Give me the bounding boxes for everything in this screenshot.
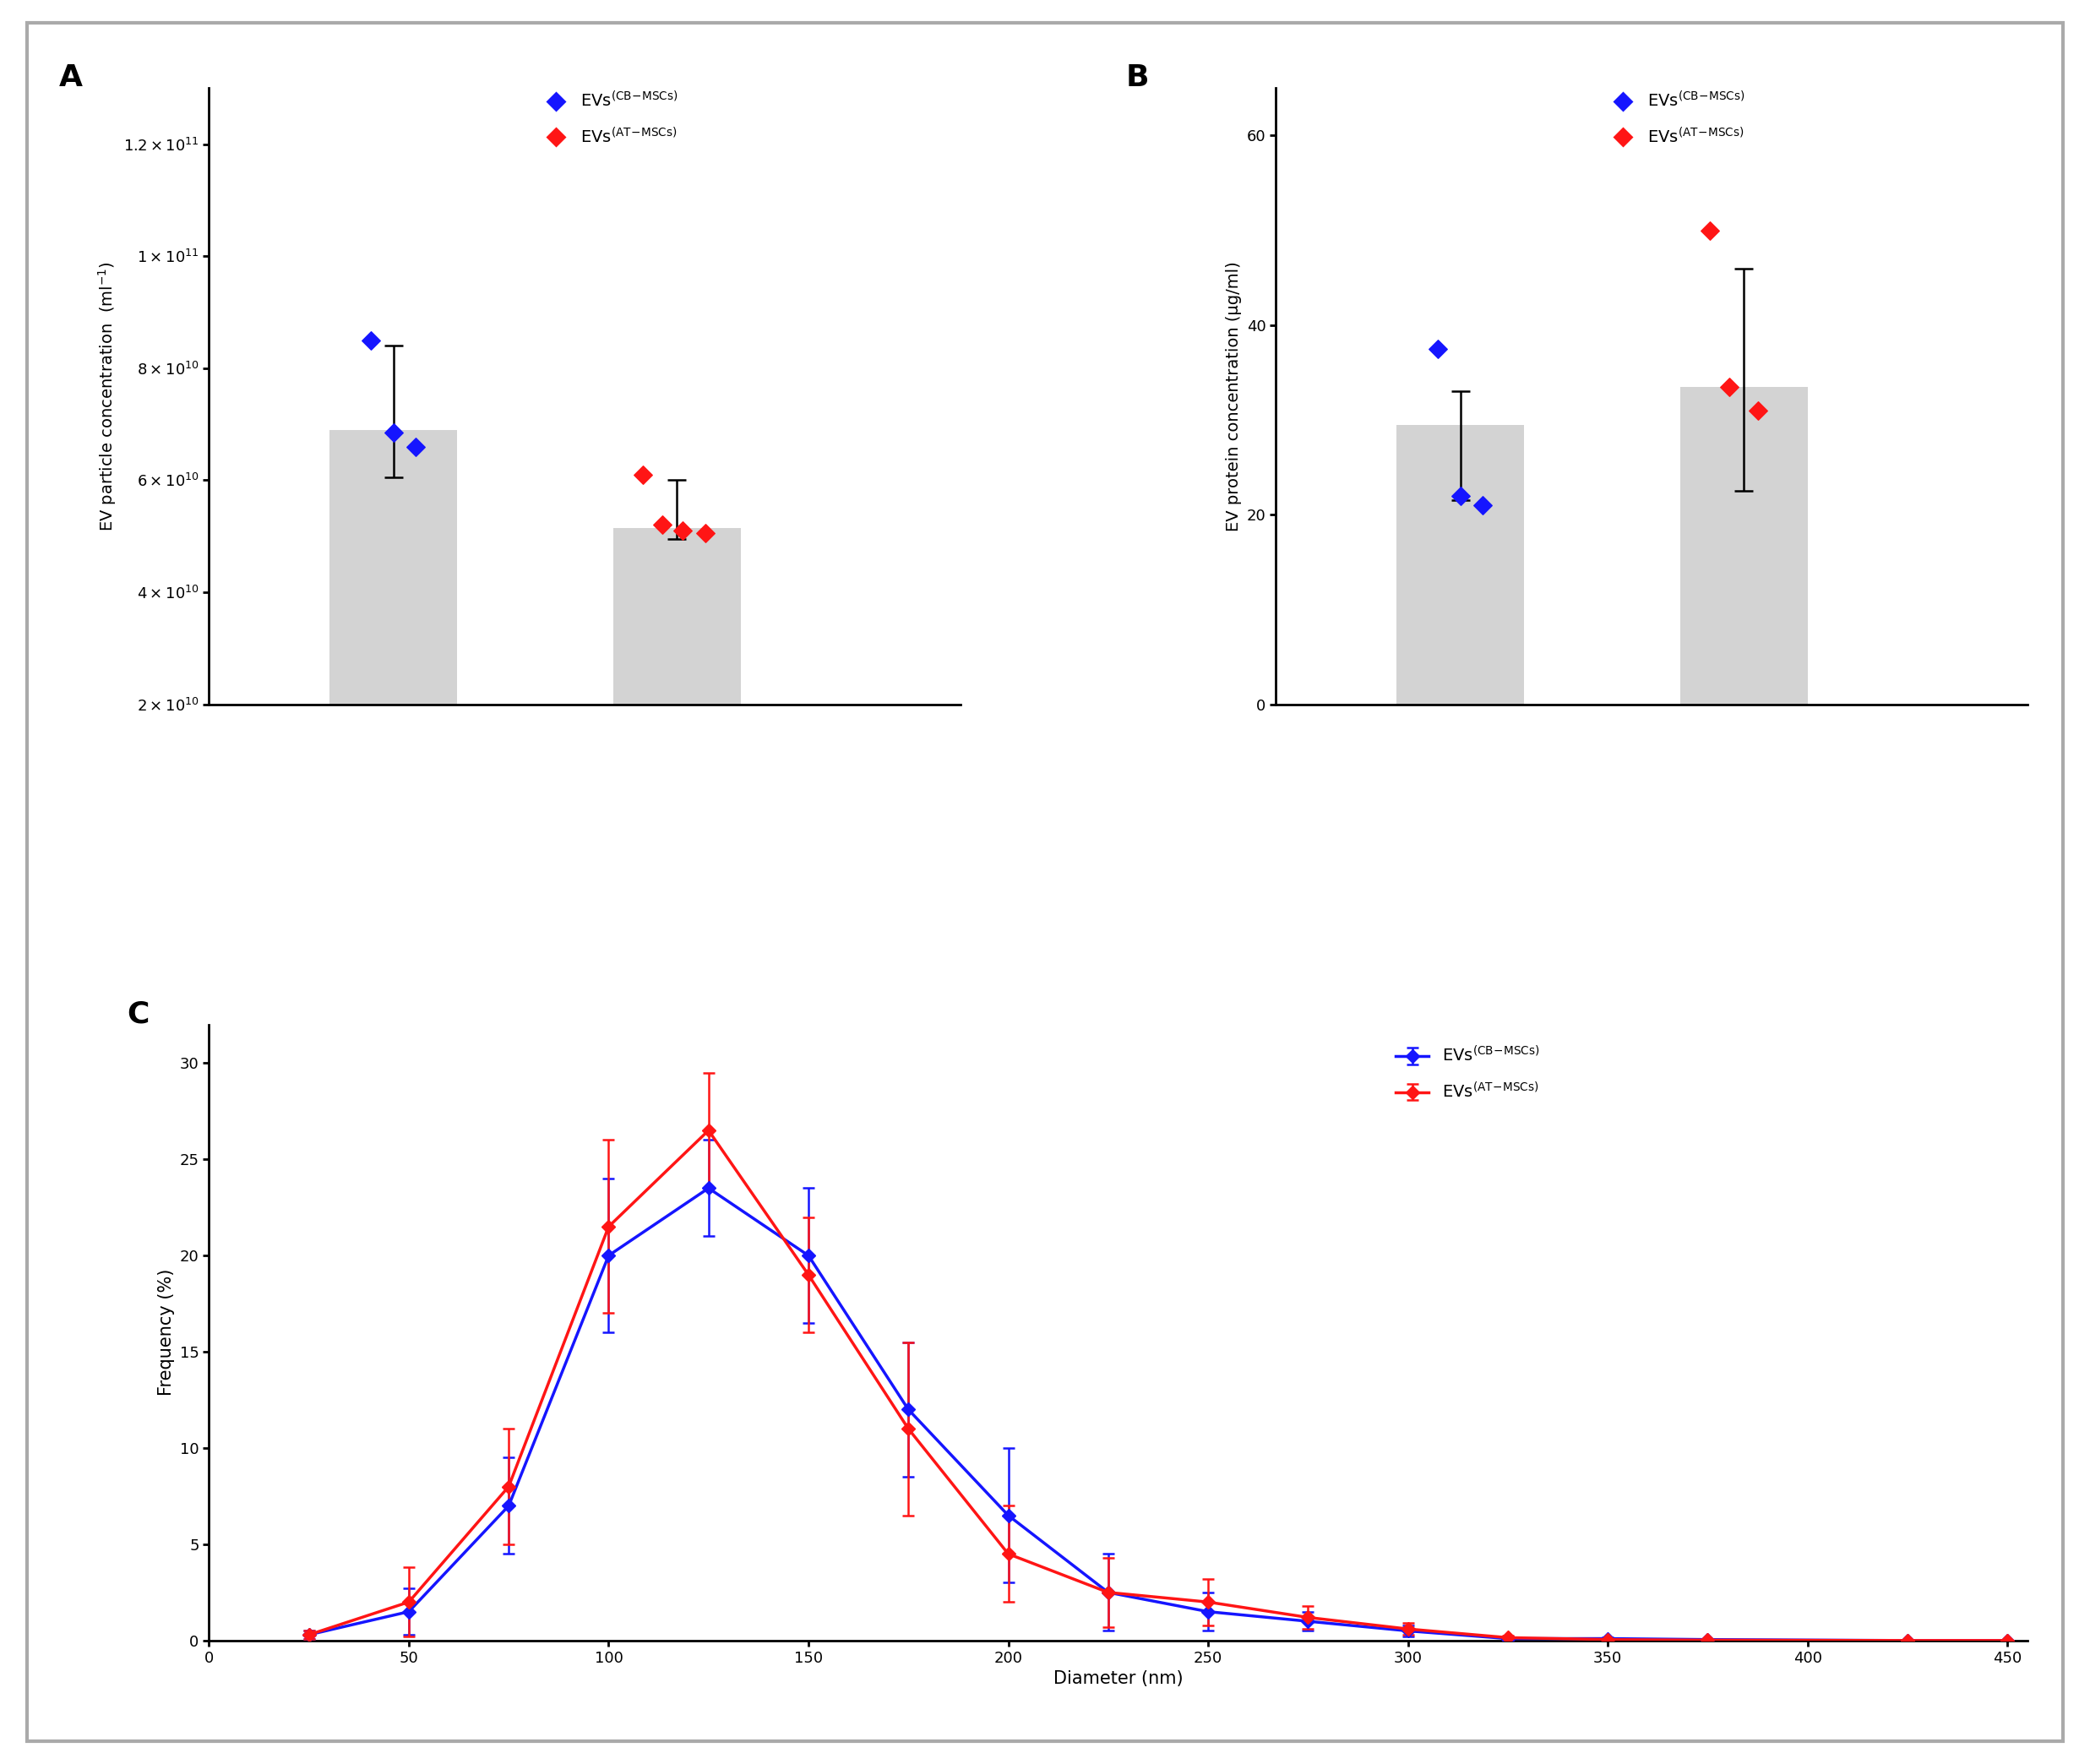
Point: [376, 418, 410, 446]
Legend: EVs$^{\rm (CB\!-\!MSCs)}$, EVs$^{\rm (AT\!-\!MSCs)}$: EVs$^{\rm (CB\!-\!MSCs)}$, EVs$^{\rm (AT…: [1599, 85, 1751, 153]
X-axis label: Diameter (nm): Diameter (nm): [1053, 1671, 1183, 1688]
Point: [1693, 217, 1726, 245]
Y-axis label: Frequency (%): Frequency (%): [159, 1268, 176, 1395]
Point: [1714, 372, 1747, 400]
Point: [399, 432, 433, 460]
Legend: EVs$^{\rm (CB\!-\!MSCs)}$, EVs$^{\rm (AT\!-\!MSCs)}$: EVs$^{\rm (CB\!-\!MSCs)}$, EVs$^{\rm (AT…: [533, 85, 686, 153]
Point: [1741, 397, 1774, 425]
Point: [646, 512, 679, 540]
Bar: [612, 527, 740, 817]
Point: [688, 519, 721, 547]
Y-axis label: EV particle concentration  (ml$^{-1}$): EV particle concentration (ml$^{-1}$): [96, 261, 119, 531]
Y-axis label: EV protein concentration (µg/ml): EV protein concentration (µg/ml): [1227, 261, 1241, 531]
Text: A: A: [59, 64, 82, 92]
Point: [667, 517, 700, 545]
Point: [1421, 335, 1455, 363]
Point: [353, 326, 387, 355]
Point: [627, 460, 660, 489]
Point: [1444, 482, 1478, 510]
Bar: [1680, 386, 1808, 704]
Point: [1467, 490, 1501, 519]
Legend: EVs$^{\rm (CB\!-\!MSCs)}$, EVs$^{\rm (AT\!-\!MSCs)}$: EVs$^{\rm (CB\!-\!MSCs)}$, EVs$^{\rm (AT…: [1390, 1039, 1547, 1108]
Text: B: B: [1127, 64, 1150, 92]
Text: C: C: [127, 1000, 150, 1028]
Bar: [330, 430, 458, 817]
Bar: [1396, 425, 1524, 704]
